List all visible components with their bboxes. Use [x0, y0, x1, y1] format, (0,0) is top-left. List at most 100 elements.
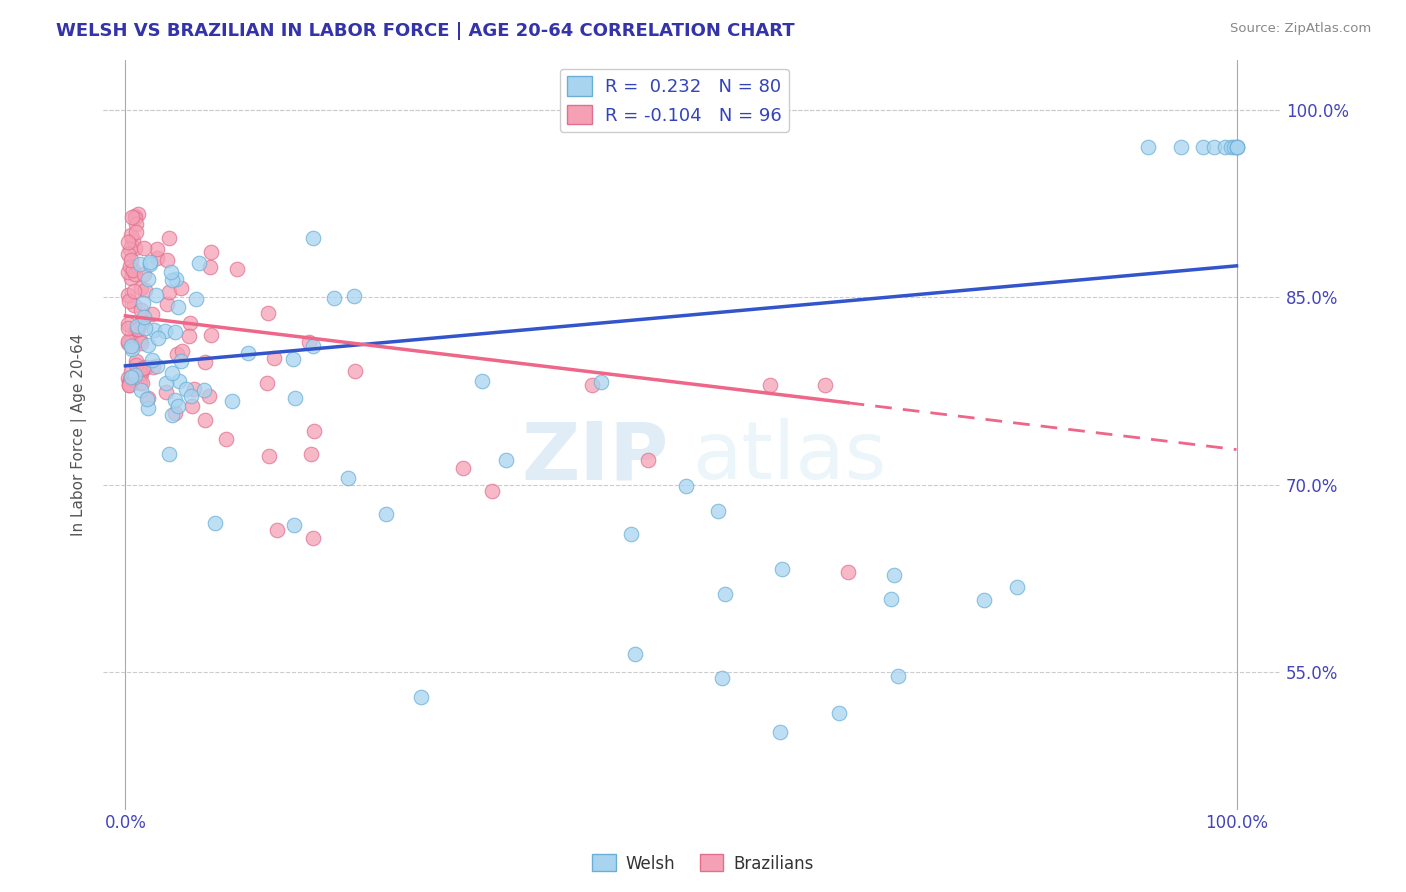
Point	[146, 359, 169, 374]
Point	[837, 565, 859, 579]
Point	[117, 334, 139, 349]
Point	[302, 231, 325, 245]
Point	[620, 526, 643, 541]
Point	[284, 391, 307, 405]
Point	[136, 401, 159, 415]
Point	[301, 531, 323, 545]
Point	[117, 317, 139, 331]
Point	[157, 447, 180, 461]
Point	[198, 389, 221, 403]
Point	[675, 479, 697, 493]
Point	[263, 351, 285, 365]
Point	[163, 406, 186, 420]
Point	[146, 331, 169, 345]
Point	[127, 322, 149, 336]
Point	[136, 391, 159, 405]
Point	[125, 321, 148, 335]
Point	[124, 211, 146, 226]
Point	[117, 288, 139, 302]
Point	[132, 268, 155, 282]
Point	[453, 461, 475, 475]
Point	[302, 339, 325, 353]
Point	[179, 316, 201, 330]
Point	[129, 368, 152, 382]
Point	[134, 321, 156, 335]
Point	[141, 307, 163, 321]
Point	[1215, 140, 1237, 154]
Point	[707, 504, 730, 518]
Point	[132, 312, 155, 326]
Point	[131, 361, 153, 376]
Point	[117, 235, 139, 250]
Point	[221, 393, 243, 408]
Point	[162, 366, 184, 380]
Point	[129, 336, 152, 351]
Point	[118, 259, 141, 273]
Point	[117, 336, 139, 351]
Point	[283, 518, 305, 533]
Point	[125, 225, 148, 239]
Point	[145, 251, 167, 265]
Point	[1192, 140, 1215, 154]
Point	[146, 242, 169, 256]
Point	[155, 385, 177, 400]
Point	[124, 217, 146, 231]
Point	[770, 562, 793, 576]
Point	[181, 399, 204, 413]
Point	[177, 329, 200, 343]
Point	[129, 384, 152, 398]
Point	[122, 298, 145, 312]
Point	[266, 524, 288, 538]
Point	[160, 273, 183, 287]
Point	[714, 587, 737, 601]
Point	[129, 333, 152, 347]
Point	[117, 371, 139, 385]
Point	[120, 364, 142, 378]
Point	[200, 260, 222, 274]
Point	[120, 369, 142, 384]
Point	[125, 354, 148, 368]
Point	[160, 265, 183, 279]
Point	[589, 375, 612, 389]
Point	[122, 262, 145, 277]
Point	[136, 338, 159, 352]
Point	[118, 293, 141, 308]
Point	[122, 233, 145, 247]
Text: ZIP: ZIP	[522, 418, 668, 496]
Point	[143, 323, 166, 337]
Text: WELSH VS BRAZILIAN IN LABOR FORCE | AGE 20-64 CORRELATION CHART: WELSH VS BRAZILIAN IN LABOR FORCE | AGE …	[56, 22, 794, 40]
Point	[118, 376, 141, 390]
Text: Source: ZipAtlas.com: Source: ZipAtlas.com	[1230, 22, 1371, 36]
Point	[136, 272, 159, 286]
Point	[281, 352, 304, 367]
Point	[135, 359, 157, 374]
Point	[180, 389, 202, 403]
Point	[193, 384, 215, 398]
Point	[120, 339, 142, 353]
Point	[156, 252, 179, 267]
Point	[1225, 140, 1247, 154]
Point	[471, 374, 494, 388]
Point	[225, 261, 247, 276]
Point	[117, 320, 139, 334]
Point	[124, 268, 146, 282]
Point	[120, 227, 142, 242]
Point	[124, 242, 146, 256]
Point	[1204, 140, 1226, 154]
Point	[256, 376, 278, 390]
Point	[142, 359, 165, 374]
Point	[141, 352, 163, 367]
Point	[124, 209, 146, 223]
Point	[174, 382, 197, 396]
Point	[183, 382, 205, 396]
Point	[167, 399, 190, 413]
Y-axis label: In Labor Force | Age 20-64: In Labor Force | Age 20-64	[72, 334, 87, 536]
Point	[637, 452, 659, 467]
Point	[118, 377, 141, 392]
Point	[169, 374, 191, 388]
Point	[129, 303, 152, 318]
Point	[1225, 140, 1247, 154]
Point	[200, 244, 222, 259]
Point	[323, 291, 346, 305]
Point	[624, 647, 647, 661]
